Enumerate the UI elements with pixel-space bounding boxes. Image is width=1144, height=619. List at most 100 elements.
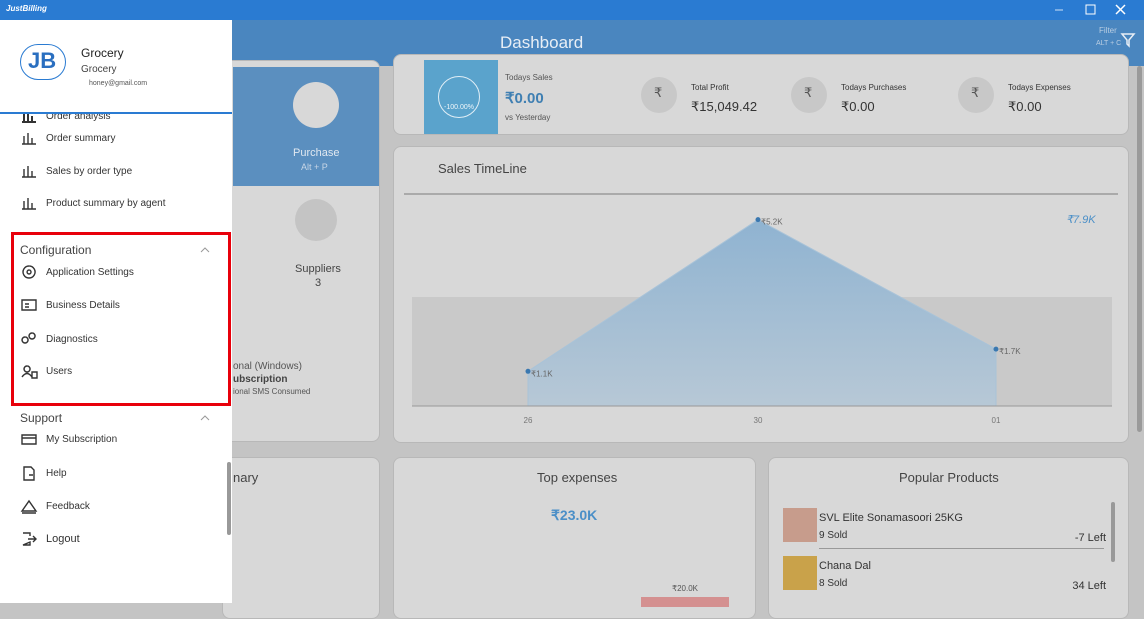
menu-item[interactable]: Diagnostics	[20, 331, 98, 347]
menu-item[interactable]: Application Settings	[20, 264, 134, 280]
product-stock: -7 Left	[1074, 532, 1106, 544]
window-controls[interactable]	[1050, 0, 1144, 20]
stat-value: ₹0.00	[505, 90, 544, 107]
icon	[21, 365, 38, 379]
currency-symbol: ₹	[971, 85, 980, 100]
icon-shape	[21, 365, 38, 379]
logo	[20, 44, 66, 80]
card-title: Top expenses	[537, 470, 618, 485]
filter-icon[interactable]	[1120, 32, 1136, 48]
menu-item[interactable]: Order analysis	[0, 106, 232, 123]
stat-value: ₹15,049.42	[691, 99, 758, 114]
email: honey@gmail.com	[89, 80, 148, 87]
page-title: Dashboard	[500, 33, 584, 52]
icon-shape	[23, 466, 35, 481]
icon-shape	[20, 499, 38, 514]
menu-item[interactable]: Business Details	[20, 297, 120, 313]
purchase-label: Purchase	[293, 147, 340, 159]
chart-title: Sales TimeLine	[438, 161, 527, 176]
icon	[21, 332, 36, 344]
page-scrollbar[interactable]	[1137, 66, 1142, 432]
chart-total: ₹7.9K	[1066, 214, 1096, 226]
chevron	[200, 247, 210, 253]
chevron-icon	[200, 247, 210, 253]
stat-value: ₹0.00	[841, 99, 875, 114]
icon	[20, 499, 38, 514]
section-header[interactable]: Configuration	[20, 243, 210, 257]
icon-shape	[22, 133, 36, 145]
icon	[22, 265, 36, 279]
menu-item[interactable]: Feedback	[20, 498, 90, 514]
business-type: Grocery	[81, 64, 117, 75]
icon-shape	[21, 299, 37, 311]
menu-item[interactable]: Users	[20, 363, 72, 379]
top-expenses-card: Top expenses ₹23.0K ₹20.0K	[393, 457, 756, 619]
todays-sales-tile: -100.00%	[424, 60, 498, 134]
icon-shape	[22, 198, 36, 210]
product-image	[783, 556, 817, 590]
stat-comparison: vs Yesterday	[505, 113, 551, 122]
stat-icon	[791, 77, 827, 113]
menu-label: Diagnostics	[46, 333, 98, 345]
filter-shortcut: ALT + C	[1096, 40, 1122, 47]
popular-products-card: Popular Products SVL Elite Sonamasoori 2…	[768, 457, 1129, 619]
menu-item[interactable]: Order summary	[20, 130, 115, 146]
menu-label: My Subscription	[46, 433, 118, 445]
menu-item[interactable]: Help	[20, 465, 67, 481]
sales-change: -100.00%	[444, 104, 474, 111]
product-sold: 9 Sold	[819, 530, 848, 541]
divider	[819, 548, 1104, 549]
menu-item[interactable]: Sales by order type	[20, 163, 132, 179]
currency-symbol: ₹	[654, 85, 663, 100]
stat-title: Total Profit	[691, 83, 729, 92]
x-tick-label: 26	[524, 416, 533, 425]
chevron-icon	[200, 415, 210, 421]
config-highlight	[11, 232, 231, 406]
menu-item[interactable]: Product summary by agent	[20, 195, 166, 211]
currency-symbol: ₹	[804, 85, 813, 100]
icon	[22, 166, 36, 178]
value-label: ₹1.1K	[531, 369, 553, 378]
value-label: ₹1.7K	[999, 347, 1021, 356]
purchase-shortcut: Alt + P	[301, 162, 328, 172]
menu-label: Order summary	[46, 132, 116, 144]
stat-value: ₹0.00	[1008, 99, 1042, 114]
list-scrollbar[interactable]	[1111, 502, 1115, 562]
menu-label: Logout	[46, 533, 80, 545]
stat-icon	[641, 77, 677, 113]
quick-actions-card: Purchase Alt + P Suppliers 3 onal (Windo…	[222, 60, 380, 442]
logo-text: JB	[28, 48, 57, 73]
app-logo: JustBilling	[6, 4, 47, 13]
x-tick-label: 30	[754, 416, 763, 425]
icon	[22, 198, 36, 210]
sidebar-scrollbar[interactable]	[227, 462, 231, 535]
menu-label: Sales by order type	[46, 165, 133, 177]
menu-label: Feedback	[46, 500, 90, 512]
chevron	[200, 415, 210, 421]
x-tick-label: 01	[992, 416, 1001, 425]
suppliers-icon[interactable]	[295, 199, 337, 241]
change-circle	[438, 76, 480, 118]
value-label: ₹5.2K	[761, 218, 783, 227]
profile: JB Grocery Grocery honey@gmail.com	[0, 20, 232, 114]
subscription-line: ubscription	[233, 374, 288, 385]
icon	[23, 466, 35, 481]
icon	[21, 299, 37, 311]
menu-item[interactable]: Logout	[20, 531, 80, 547]
section-header[interactable]: Support	[20, 411, 210, 425]
icon	[22, 111, 36, 123]
menu-item[interactable]: My Subscription	[20, 431, 117, 447]
icon	[22, 532, 37, 546]
data-point	[993, 346, 999, 352]
suppliers-count: 3	[315, 277, 322, 289]
menu-label: Users	[46, 365, 73, 377]
purchase-icon	[293, 82, 339, 128]
section-title: Configuration	[20, 243, 92, 257]
filter-label[interactable]: Filter	[1099, 26, 1117, 35]
timeline-chart: ₹1.1K 26 ₹5.2K 30 ₹1.7K 01	[404, 193, 1118, 425]
suppliers-label: Suppliers	[295, 263, 341, 275]
menu-label: Application Settings	[46, 266, 134, 278]
data-point	[525, 368, 531, 374]
summary-partial-card: nary	[222, 457, 380, 619]
purchase-tile[interactable]: Purchase Alt + P	[233, 67, 379, 186]
